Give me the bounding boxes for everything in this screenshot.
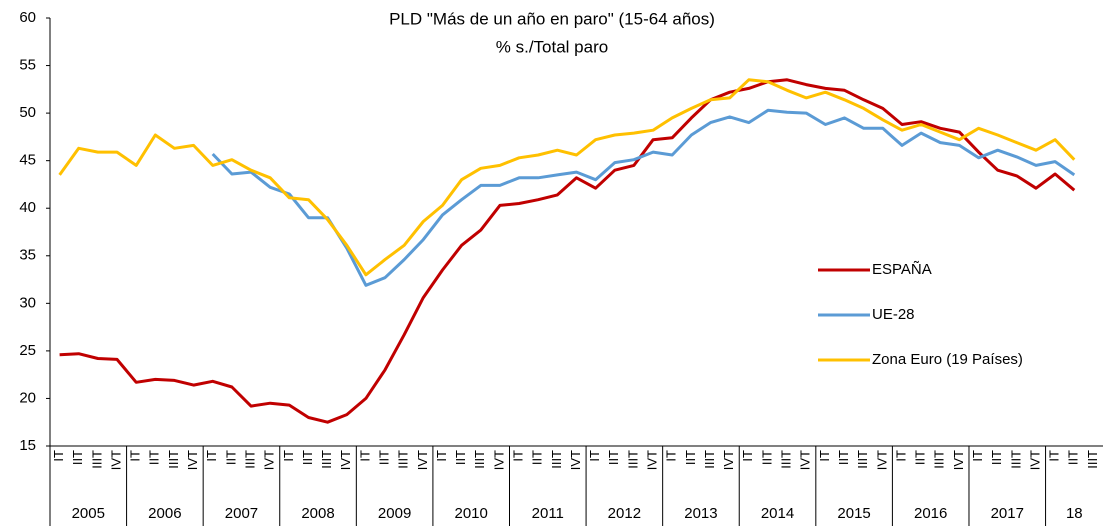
x-tick-label: IT	[587, 450, 602, 462]
group-label: 2016	[914, 505, 947, 522]
x-tick-label: IIT	[70, 450, 85, 465]
x-tick-label: IIT	[376, 450, 391, 465]
x-tick-label: IT	[970, 450, 985, 462]
x-tick-label: IIIT	[702, 450, 717, 469]
x-tick-label: IT	[740, 450, 755, 462]
x-tick-label: IVT	[721, 450, 736, 470]
x-tick-label: IVT	[185, 450, 200, 470]
x-tick-label: IIT	[223, 450, 238, 465]
x-tick-label: IT	[1047, 450, 1062, 462]
x-tick-label: IT	[511, 450, 526, 462]
y-tick-label: 20	[19, 389, 36, 406]
x-tick-label: IIT	[300, 450, 315, 465]
group-label: 2012	[608, 505, 641, 522]
group-label: 2015	[837, 505, 870, 522]
x-tick-label: IVT	[262, 450, 277, 470]
x-tick-label: IT	[51, 450, 66, 462]
x-tick-label: IIIT	[89, 450, 104, 469]
x-tick-label: IIT	[530, 450, 545, 465]
x-tick-label: IIT	[453, 450, 468, 465]
group-label: 2005	[72, 505, 105, 522]
group-label: 2008	[301, 505, 334, 522]
x-tick-label: IVT	[798, 450, 813, 470]
x-tick-label: IIIT	[932, 450, 947, 469]
x-tick-label: IIIT	[1085, 450, 1100, 469]
chart-subtitle: % s./Total paro	[496, 37, 608, 56]
group-label: 2013	[684, 505, 717, 522]
x-tick-label: IVT	[645, 450, 660, 470]
group-label: 2007	[225, 505, 258, 522]
x-tick-label: IIIT	[1008, 450, 1023, 469]
x-tick-label: IIT	[913, 450, 928, 465]
x-tick-label: IIIT	[396, 450, 411, 469]
y-tick-label: 25	[19, 342, 36, 359]
x-tick-label: IT	[434, 450, 449, 462]
group-label: 2014	[761, 505, 794, 522]
x-tick-label: IVT	[338, 450, 353, 470]
x-tick-label: IIIT	[779, 450, 794, 469]
series-line	[58, 78, 1076, 277]
x-tick-label: IIT	[989, 450, 1004, 465]
x-tick-label: IVT	[108, 450, 123, 470]
x-tick-label: IT	[817, 450, 832, 462]
series-line	[59, 78, 1076, 424]
group-label: 2006	[148, 505, 181, 522]
x-tick-label: IT	[204, 450, 219, 462]
x-tick-label: IIT	[759, 450, 774, 465]
legend-label: Zona Euro (19 Países)	[872, 351, 1023, 368]
y-tick-label: 50	[19, 104, 36, 121]
y-tick-label: 40	[19, 199, 36, 216]
x-tick-label: IIIT	[549, 450, 564, 469]
group-label: 2011	[532, 505, 564, 522]
x-tick-label: IIT	[683, 450, 698, 465]
x-tick-label: IT	[664, 450, 679, 462]
x-tick-label: IIT	[147, 450, 162, 465]
group-label: 2010	[455, 505, 488, 522]
x-tick-label: IIIT	[855, 450, 870, 469]
x-tick-label: IT	[357, 450, 372, 462]
x-tick-label: IVT	[491, 450, 506, 470]
x-tick-label: IIIT	[625, 450, 640, 469]
y-tick-label: 35	[19, 247, 36, 264]
y-tick-label: 55	[19, 57, 36, 74]
group-label: 2009	[378, 505, 411, 522]
y-tick-label: 15	[19, 437, 36, 454]
legend-label: ESPAÑA	[872, 261, 932, 278]
x-tick-label: IIT	[606, 450, 621, 465]
y-tick-label: 45	[19, 152, 36, 169]
x-tick-label: IVT	[1027, 450, 1042, 470]
y-tick-label: 60	[19, 9, 36, 26]
x-tick-label: IVT	[568, 450, 583, 470]
x-tick-label: IIIT	[242, 450, 257, 469]
x-tick-label: IIT	[1066, 450, 1081, 465]
x-tick-label: IT	[281, 450, 296, 462]
legend-label: UE-28	[872, 306, 915, 323]
series-line	[211, 108, 1076, 287]
x-tick-label: IIIT	[166, 450, 181, 469]
group-label: 2017	[991, 505, 1024, 522]
x-tick-label: IVT	[951, 450, 966, 470]
x-tick-label: IIT	[836, 450, 851, 465]
x-tick-label: IVT	[415, 450, 430, 470]
x-tick-label: IT	[128, 450, 143, 462]
x-tick-label: IVT	[874, 450, 889, 470]
y-tick-label: 30	[19, 294, 36, 311]
x-tick-label: IIIT	[472, 450, 487, 469]
group-label: 18	[1066, 505, 1083, 522]
chart-title: PLD "Más de un año en paro" (15-64 años)	[389, 9, 715, 28]
x-tick-label: IT	[893, 450, 908, 462]
x-tick-label: IIIT	[319, 450, 334, 469]
